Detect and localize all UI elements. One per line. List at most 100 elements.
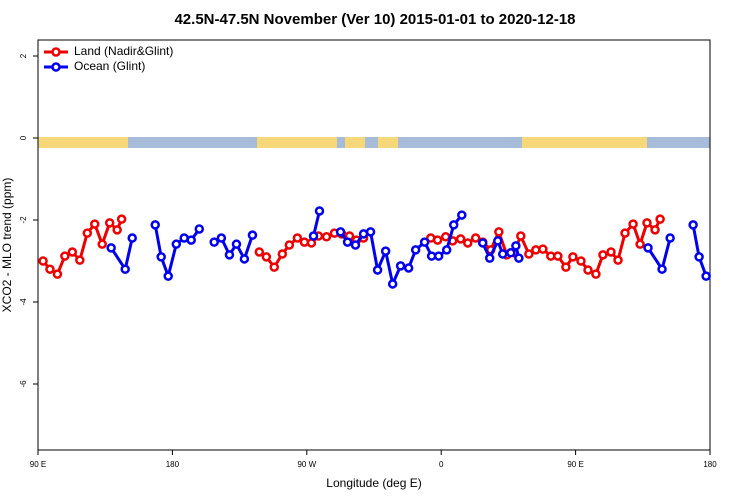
point [156,252,166,262]
point [643,243,653,253]
x-tick-label: 90 E [30,460,46,469]
point [82,228,93,238]
y-tick-label: -2 [19,216,28,224]
point [613,255,623,265]
point [52,269,63,279]
point [269,262,279,272]
point [538,244,548,254]
point [606,247,616,257]
point [576,256,586,266]
point [127,233,137,243]
point [350,240,361,250]
point [67,247,78,257]
point [642,218,652,228]
point [432,235,443,245]
point [568,252,578,262]
chart-title: 42.5N-47.5N November (Ver 10) 2015-01-01… [174,11,575,28]
point [106,243,116,253]
point [470,233,481,243]
point [116,214,127,224]
point [239,254,250,264]
point [45,264,55,274]
y-tick-label: -4 [19,298,28,306]
point [163,271,173,281]
point [665,233,675,243]
point [448,220,459,230]
x-tick-label: 0 [439,460,444,469]
point [433,251,444,261]
point [655,214,665,224]
point [231,239,242,249]
point [342,237,353,247]
point [335,227,346,237]
point [89,219,100,229]
point [477,238,488,248]
point [494,227,504,237]
point [583,265,593,275]
point [688,220,698,230]
point [254,247,265,257]
y-axis-label: XCO2 - MLO trend (ppm) [0,178,14,313]
y-tick-label: -6 [19,380,28,388]
point [284,240,295,250]
point [463,238,473,248]
point [150,220,160,230]
point [209,237,219,247]
point [628,219,638,229]
point [104,218,115,228]
point [308,231,319,241]
point [395,261,406,271]
x-tick-label: 90 E [567,460,583,469]
point [506,248,516,258]
x-tick-label: 180 [166,460,180,469]
legend-marker [51,62,61,72]
point [441,245,452,255]
point [75,255,85,265]
x-axis-label: Longitude (deg E) [326,476,421,490]
point [224,250,235,260]
point [650,225,660,235]
point [514,253,524,263]
point [194,224,205,234]
point [261,252,272,262]
point [561,262,571,272]
point [484,253,495,263]
point [277,249,288,259]
point [455,234,466,244]
point [365,227,376,237]
legend-label: Land (Nadir&Glint) [74,44,173,58]
point [171,239,182,249]
point [516,231,526,241]
land-ocean-strip [38,137,710,148]
x-tick-label: 180 [703,460,717,469]
legend-label: Ocean (Glint) [74,59,145,73]
point [598,250,608,260]
point [60,251,70,261]
point [553,251,563,261]
plot-frame [37,39,711,451]
point [497,249,508,259]
point [701,271,711,281]
point [321,232,332,242]
series-line [109,210,708,289]
point [635,239,645,249]
y-tick-label: 0 [19,135,28,140]
point [419,237,430,247]
point [493,236,503,246]
point [524,249,534,259]
point [216,233,227,243]
point [620,228,630,238]
point [247,230,258,240]
point [97,239,107,249]
point [292,233,303,243]
point [120,264,130,274]
point [694,252,704,262]
point [657,264,667,274]
point [511,241,521,251]
point [387,279,398,289]
point [440,232,451,242]
point [457,210,467,220]
point [38,256,48,266]
legend-marker [51,47,61,57]
